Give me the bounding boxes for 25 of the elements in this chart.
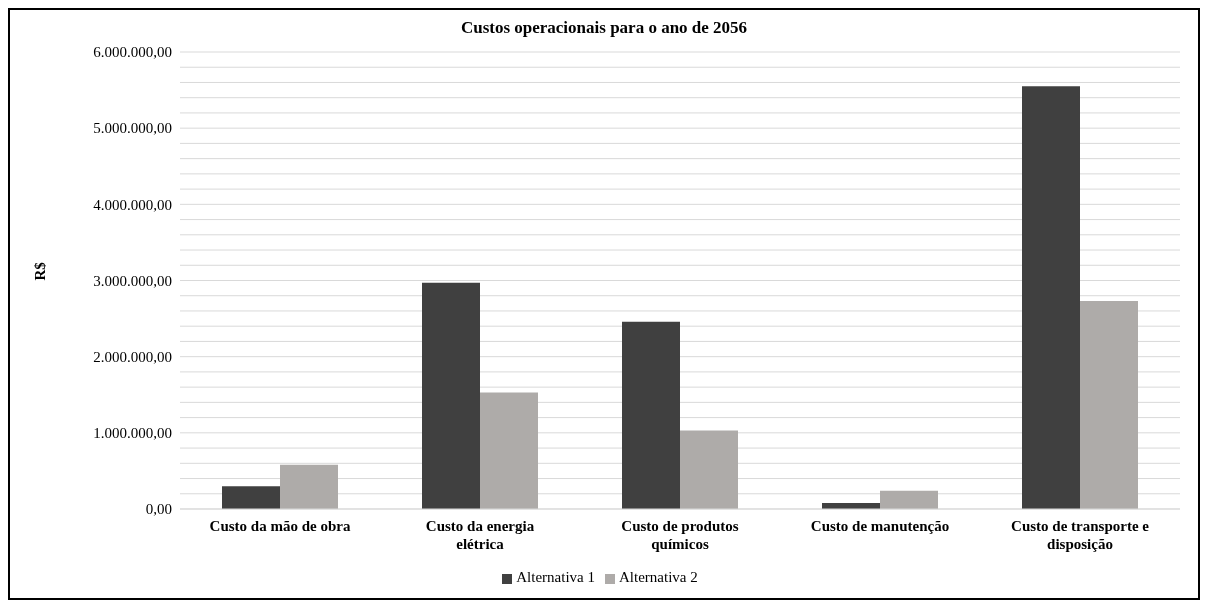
bar	[622, 321, 680, 509]
chart-title: Custos operacionais para o ano de 2056	[459, 18, 749, 39]
bar	[222, 486, 280, 509]
y-tick-label: 6.000.000,00	[93, 44, 172, 61]
y-axis-title: R$	[32, 261, 49, 281]
y-tick-label: 4.000.000,00	[93, 196, 172, 213]
y-tick-label: 5.000.000,00	[93, 120, 172, 137]
y-tick-label: 1.000.000,00	[93, 425, 172, 442]
legend-label: Alternativa 2	[619, 569, 698, 585]
y-tick-label: 2.000.000,00	[93, 348, 172, 365]
bar	[680, 430, 738, 509]
legend-label: Alternativa 1	[516, 569, 595, 585]
bar	[1022, 86, 1080, 509]
x-tick-label: Custo da energia elétrica	[425, 518, 535, 552]
x-tick-label: Custo de transporte e disposição	[1011, 518, 1150, 552]
y-tick-label: 3.000.000,00	[93, 272, 172, 289]
x-tick-label: Custo de manutenção	[810, 518, 950, 534]
x-tick-label: Custo de produtos químicos	[621, 518, 739, 552]
bar	[280, 464, 338, 509]
bar	[422, 282, 480, 509]
bar	[880, 490, 938, 509]
bar	[1080, 301, 1138, 509]
x-tick-label: Custo da mão de obra	[209, 518, 351, 534]
bar	[480, 392, 538, 509]
y-tick-label: 0,00	[145, 501, 172, 518]
